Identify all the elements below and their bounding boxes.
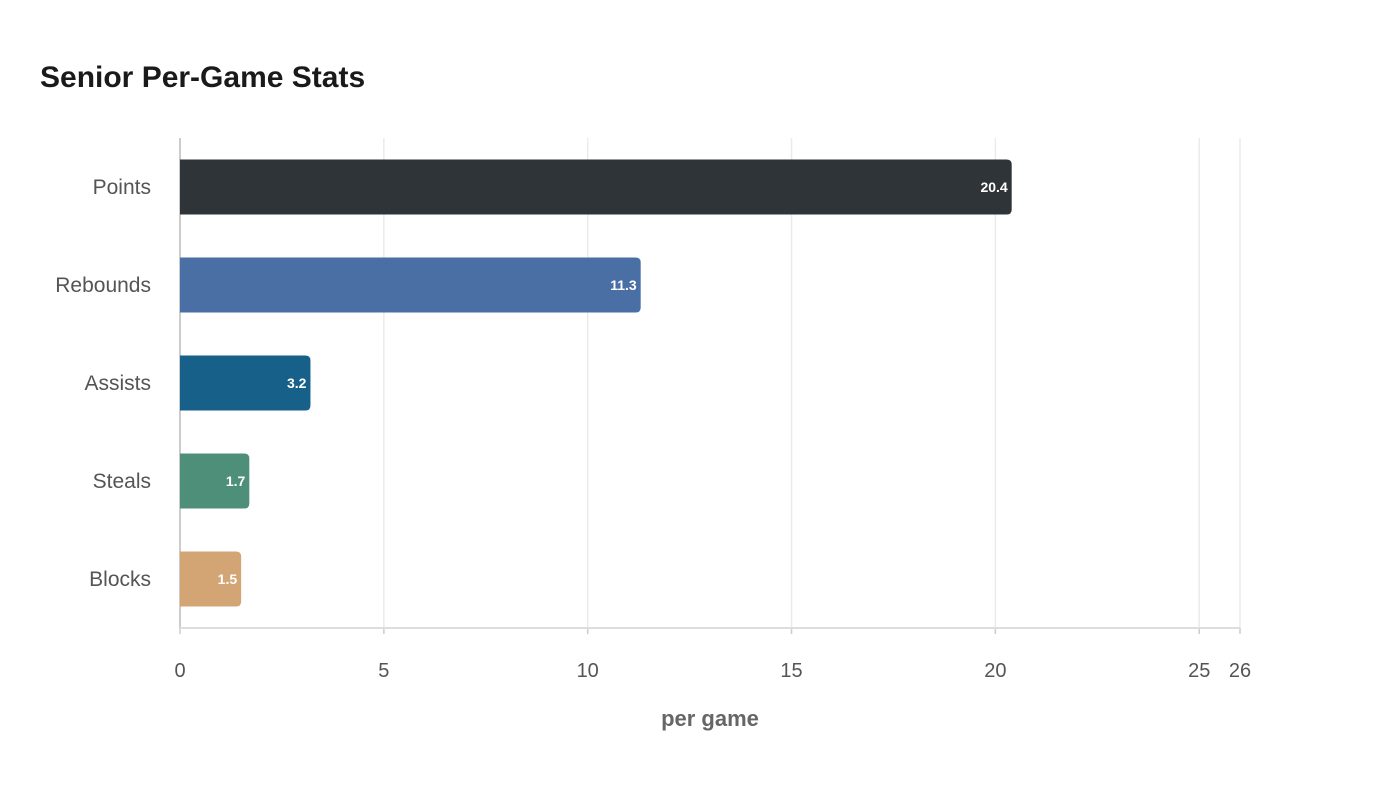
- bar-steals: [180, 453, 250, 509]
- chart-title: Senior Per-Game Stats: [40, 61, 366, 94]
- x-axis-title: per game: [661, 706, 759, 731]
- data-label-assists: 3.2: [287, 375, 307, 391]
- data-label-steals: 1.7: [226, 473, 246, 489]
- data-label-points: 20.4: [980, 179, 1007, 195]
- x-tick-label: 0: [174, 660, 185, 682]
- grid-lines: [383, 138, 1241, 628]
- category-label-points: Points: [93, 176, 151, 199]
- bar-blocks: [180, 551, 242, 607]
- bar-assists: [180, 355, 311, 411]
- x-tick-label: 10: [577, 660, 599, 682]
- x-tick-label: 5: [378, 660, 389, 682]
- category-label-rebounds: Rebounds: [55, 274, 151, 297]
- bar-points: [180, 159, 1012, 215]
- data-label-rebounds: 11.3: [610, 277, 637, 293]
- category-label-blocks: Blocks: [89, 568, 151, 591]
- x-tick-label: 25: [1188, 660, 1210, 682]
- bars: [180, 159, 1012, 607]
- x-tick-label: 20: [984, 660, 1006, 682]
- category-label-assists: Assists: [84, 372, 151, 395]
- x-tick-label: 15: [780, 660, 802, 682]
- category-label-steals: Steals: [93, 470, 151, 493]
- labels: 0 5 10 15 20 25 26 20.4 Points 11.3 Rebounds 3.2 Ass…: [55, 176, 1251, 682]
- x-tick-label: 26: [1229, 660, 1251, 682]
- data-label-blocks: 1.5: [218, 571, 238, 587]
- bar-rebounds: [180, 257, 641, 313]
